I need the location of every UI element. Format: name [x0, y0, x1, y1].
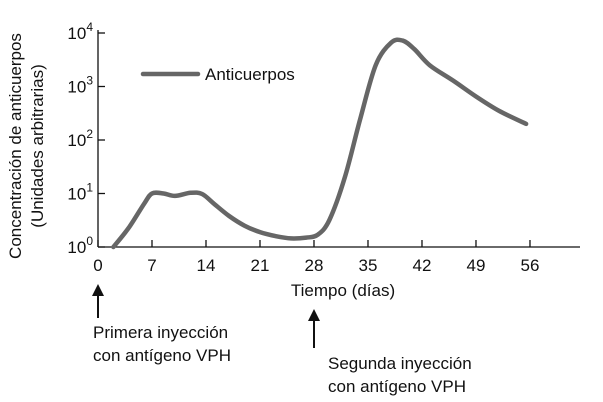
y-tick-base: 10 [67, 24, 86, 43]
x-tick-label: 56 [521, 256, 540, 275]
y-tick-base: 10 [67, 131, 86, 150]
y-tick-exponent: 4 [86, 20, 93, 34]
x-tick-label: 35 [359, 256, 378, 275]
y-axis-title-line-2: (Unidades arbitrarias) [28, 64, 47, 227]
x-tick-label: 14 [197, 256, 216, 275]
legend: Anticuerpos [140, 65, 295, 84]
y-tick-base: 10 [67, 238, 86, 257]
axes [97, 30, 580, 248]
x-tick-label: 42 [413, 256, 432, 275]
y-tick-base: 10 [67, 78, 86, 97]
annotation-text-line: con antígeno VPH [328, 377, 466, 396]
x-tick-label: 28 [305, 256, 324, 275]
y-tick-label: 100 [67, 234, 93, 257]
y-tick-exponent: 3 [86, 74, 93, 88]
x-tick-label: 49 [467, 256, 486, 275]
y-tick-label: 101 [67, 181, 93, 204]
y-tick-label: 103 [67, 74, 93, 97]
x-tick-label: 7 [147, 256, 156, 275]
legend-label: Anticuerpos [205, 65, 295, 84]
y-axis-title-line-1: Concentración de anticuerpos [6, 33, 25, 259]
x-tick-label: 21 [251, 256, 270, 275]
y-tick-exponent: 0 [86, 234, 93, 248]
annotation-injection: Segunda inyección con antígeno VPH [307, 309, 472, 396]
y-tick-label: 102 [67, 127, 93, 150]
y-tick-exponent: 2 [86, 127, 93, 141]
arrow-up-icon [92, 284, 104, 296]
y-tick-base: 10 [67, 185, 86, 204]
x-axis-title: Tiempo (días) [291, 281, 395, 300]
y-tick-label: 104 [67, 20, 93, 43]
annotation-text-line: Primera inyección [93, 323, 228, 342]
x-ticks: 0 7 14 21 28 35 42 49 56 [93, 240, 539, 275]
y-tick-exponent: 1 [86, 181, 93, 195]
y-axis-title: Concentración de anticuerpos (Unidades a… [6, 33, 47, 259]
annotation-injection: Primera inyección con antígeno VPH [92, 284, 231, 365]
annotation-text-line: Segunda inyección [328, 354, 472, 373]
arrow-up-icon [307, 309, 320, 321]
annotation-text-line: con antígeno VPH [93, 346, 231, 365]
series-line-anticuerpos [111, 37, 529, 250]
x-tick-label: 0 [93, 256, 102, 275]
